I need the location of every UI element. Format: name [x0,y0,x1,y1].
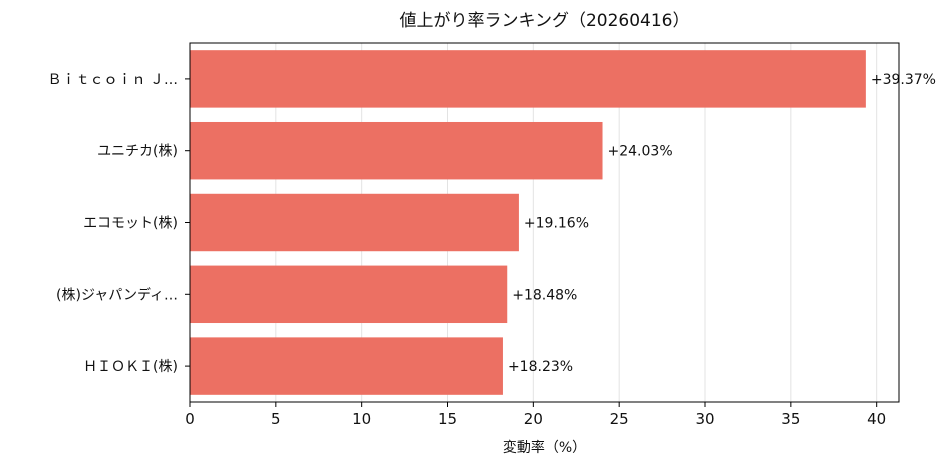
x-tick-label: 20 [524,410,543,428]
x-tick-label: 30 [695,410,714,428]
bars [190,50,866,395]
data-label: +39.37% [871,72,936,88]
x-tick-label: 5 [271,410,281,428]
x-axis-label: 変動率（%） [503,439,586,456]
category-labels: Ｂｉｔｃｏｉｎ Ｊ… ユニチカ(株) エコモット(株) (株)ジャパンディ… ＨＩＯＫＩ… [48,72,190,375]
x-tick-label: 10 [352,410,371,428]
chart-title: 値上がり率ランキング（20260416） [399,11,689,31]
data-label: +18.48% [512,287,577,303]
category-label: エコモット(株) [83,216,178,232]
category-label: ＨＩＯＫＩ(株) [83,359,178,375]
category-label: ユニチカ(株) [97,144,178,160]
bar [190,121,603,180]
x-tick-label: 0 [185,410,195,428]
bar [190,50,866,108]
data-label: +18.23% [508,359,573,375]
x-tick-label: 35 [781,410,800,428]
x-tick-label: 40 [867,410,886,428]
category-label: (株)ジャパンディ… [56,286,178,303]
plot-frame [189,42,900,403]
bar [190,193,519,252]
x-tick-label: 15 [438,410,457,428]
category-label: Ｂｉｔｃｏｉｎ Ｊ… [48,72,178,88]
bar [190,337,503,395]
x-tick-label: 25 [610,410,629,428]
bar [190,265,508,324]
data-labels: +39.37% +24.03% +19.16% +18.48% +18.23% [508,72,936,375]
data-label: +24.03% [608,144,673,160]
x-axis-ticks: 0 5 10 15 20 25 30 35 40 [185,402,886,428]
data-label: +19.16% [524,216,589,232]
